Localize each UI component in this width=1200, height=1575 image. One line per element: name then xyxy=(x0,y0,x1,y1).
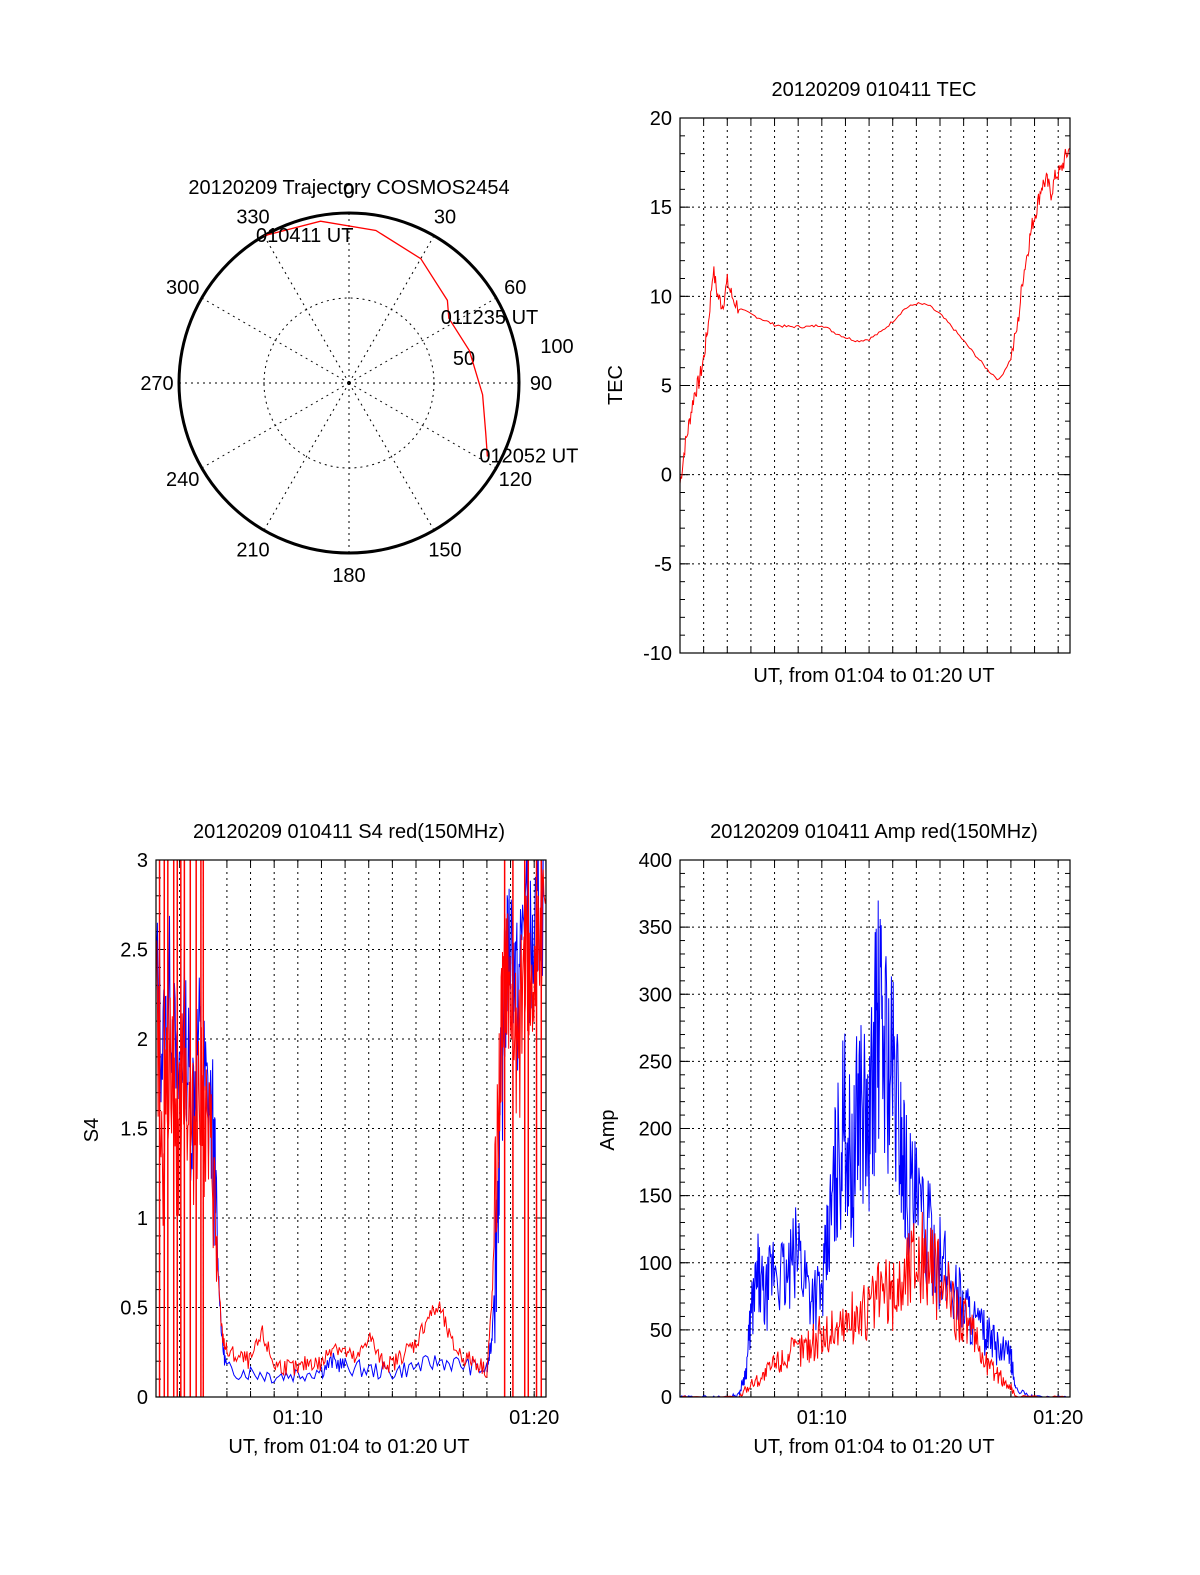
y-tick-label: 200 xyxy=(639,1119,672,1141)
trajectory-track: 010411 UT 011235 UT 012052 UT xyxy=(256,220,578,468)
tec-plot: 20120209 010411 TEC UT, from 01:04 to 01… xyxy=(605,79,1071,687)
polar-ring-label: 100 xyxy=(540,336,573,358)
amp-title: 20120209 010411 Amp red(150MHz) xyxy=(710,821,1038,843)
polar-angle-label: 120 xyxy=(499,469,532,491)
polar-spoke xyxy=(348,382,435,531)
y-tick-label: 2 xyxy=(137,1029,148,1051)
s4-xlabel: UT, from 01:04 to 01:20 UT xyxy=(228,1436,469,1458)
polar-angle-label: 270 xyxy=(140,373,173,395)
polar-angle-label: 330 xyxy=(236,207,269,229)
x-tick-label: 01:20 xyxy=(509,1407,559,1429)
polar-grid xyxy=(177,211,521,555)
polar-angle-label: 180 xyxy=(332,565,365,587)
polar-angle-label: 300 xyxy=(166,277,199,299)
y-tick-label: 15 xyxy=(650,197,672,219)
trajectory-polar-plot: 20120209 Trajectory COSMOS2454 0 30 60 90 12… xyxy=(140,177,578,587)
series-line-red xyxy=(156,869,546,1378)
plot-frame xyxy=(679,117,1071,654)
polar-angle-label: 150 xyxy=(428,539,461,561)
polar-angle-label: 210 xyxy=(236,539,269,561)
y-tick-label: 400 xyxy=(639,850,672,872)
y-tick-label: 350 xyxy=(639,917,672,939)
amp-plot: 20120209 010411 Amp red(150MHz) UT, from… xyxy=(597,821,1083,1458)
polar-spoke xyxy=(263,235,350,384)
s4-title: 20120209 010411 S4 red(150MHz) xyxy=(193,821,505,843)
x-tick-label: 01:10 xyxy=(273,1407,323,1429)
polar-angle-label: 60 xyxy=(504,277,526,299)
y-tick-label: 2.5 xyxy=(120,940,148,962)
y-tick-label: 0 xyxy=(661,465,672,487)
trajectory-time-label: 012052 UT xyxy=(479,446,578,468)
trajectory-title: 20120209 Trajectory COSMOS2454 xyxy=(188,177,509,199)
plot-frame xyxy=(155,859,547,1398)
polar-spoke xyxy=(201,382,350,469)
polar-spoke xyxy=(263,382,350,531)
polar-spoke xyxy=(348,297,497,384)
y-tick-label: 0 xyxy=(661,1387,672,1409)
trajectory-line xyxy=(263,220,489,457)
amp-xlabel: UT, from 01:04 to 01:20 UT xyxy=(753,1436,994,1458)
amp-plot-area: 0 50 100 150 200 250 300 350 400 01:10 01:20 xyxy=(639,850,1084,1429)
y-tick-label: 1 xyxy=(137,1208,148,1230)
tec-xlabel: UT, from 01:04 to 01:20 UT xyxy=(753,665,994,687)
y-tick-label: 0.5 xyxy=(120,1298,148,1320)
amp-ylabel: Amp xyxy=(597,1109,619,1150)
series-line-red xyxy=(680,1211,1070,1397)
y-tick-label: -5 xyxy=(654,554,672,576)
s4-ylabel: S4 xyxy=(81,1118,103,1142)
y-tick-label: 5 xyxy=(661,376,672,398)
x-tick-label: 01:10 xyxy=(797,1407,847,1429)
s4-plot-area: 0 0.5 1 1.5 2 2.5 3 01:10 01:20 xyxy=(120,850,559,1429)
series-line-red xyxy=(680,147,1070,484)
y-tick-label: 0 xyxy=(137,1387,148,1409)
series-line-blue xyxy=(680,900,1070,1397)
tec-title: 20120209 010411 TEC xyxy=(772,79,977,101)
polar-angle-label: 0 xyxy=(343,181,354,203)
trajectory-time-label: 010411 UT xyxy=(256,225,353,247)
polar-spoke xyxy=(348,382,497,469)
polar-spoke xyxy=(348,235,435,384)
trajectory-time-label: 011235 UT xyxy=(441,307,538,329)
y-tick-label: 1.5 xyxy=(120,1119,148,1141)
y-tick-label: 150 xyxy=(639,1186,672,1208)
polar-angle-label: 90 xyxy=(530,373,552,395)
y-tick-label: 20 xyxy=(650,108,672,130)
tec-ylabel: TEC xyxy=(605,365,627,405)
y-tick-label: 50 xyxy=(650,1320,672,1342)
s4-plot: 20120209 010411 S4 red(150MHz) UT, from … xyxy=(81,821,559,1458)
y-tick-label: 250 xyxy=(639,1051,672,1073)
y-tick-label: 10 xyxy=(650,286,672,308)
y-tick-label: 100 xyxy=(639,1253,672,1275)
plot-frame xyxy=(679,859,1071,1398)
polar-angle-label: 240 xyxy=(166,469,199,491)
y-tick-label: -10 xyxy=(643,643,672,665)
tec-plot-area: 20 15 10 5 0 -5 -10 xyxy=(643,108,1071,665)
polar-spoke xyxy=(201,297,350,384)
x-tick-label: 01:20 xyxy=(1033,1407,1083,1429)
polar-angle-label: 30 xyxy=(434,207,456,229)
y-tick-label: 3 xyxy=(137,850,148,872)
y-tick-label: 300 xyxy=(639,984,672,1006)
